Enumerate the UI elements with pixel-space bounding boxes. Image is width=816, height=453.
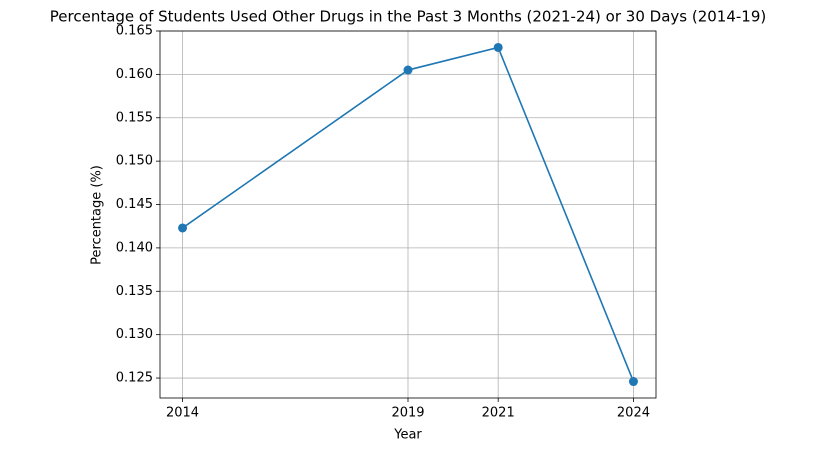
y-tick-label: 0.160 xyxy=(116,67,153,82)
x-tick-label: 2021 xyxy=(482,406,515,421)
y-tick-label: 0.125 xyxy=(116,371,153,386)
y-tick-label: 0.165 xyxy=(116,24,153,39)
y-tick-label: 0.135 xyxy=(116,284,153,299)
y-axis-label: Percentage (%) xyxy=(90,165,105,265)
chart-title: Percentage of Students Used Other Drugs … xyxy=(50,8,766,26)
y-tick-label: 0.155 xyxy=(116,110,153,125)
data-point xyxy=(403,65,413,75)
x-tick-label: 2024 xyxy=(617,406,650,421)
plot-frame xyxy=(159,30,657,399)
y-tick-label: 0.145 xyxy=(116,197,153,212)
data-point xyxy=(493,42,503,52)
y-tick-label: 0.150 xyxy=(116,154,153,169)
y-tick-label: 0.130 xyxy=(116,327,153,342)
data-point xyxy=(628,377,638,387)
data-line xyxy=(182,46,635,382)
y-tick-label: 0.140 xyxy=(116,240,153,255)
x-axis-label: Year xyxy=(393,428,422,443)
x-tick-label: 2019 xyxy=(391,406,424,421)
x-tick-label: 2014 xyxy=(166,406,199,421)
data-point xyxy=(178,223,188,233)
